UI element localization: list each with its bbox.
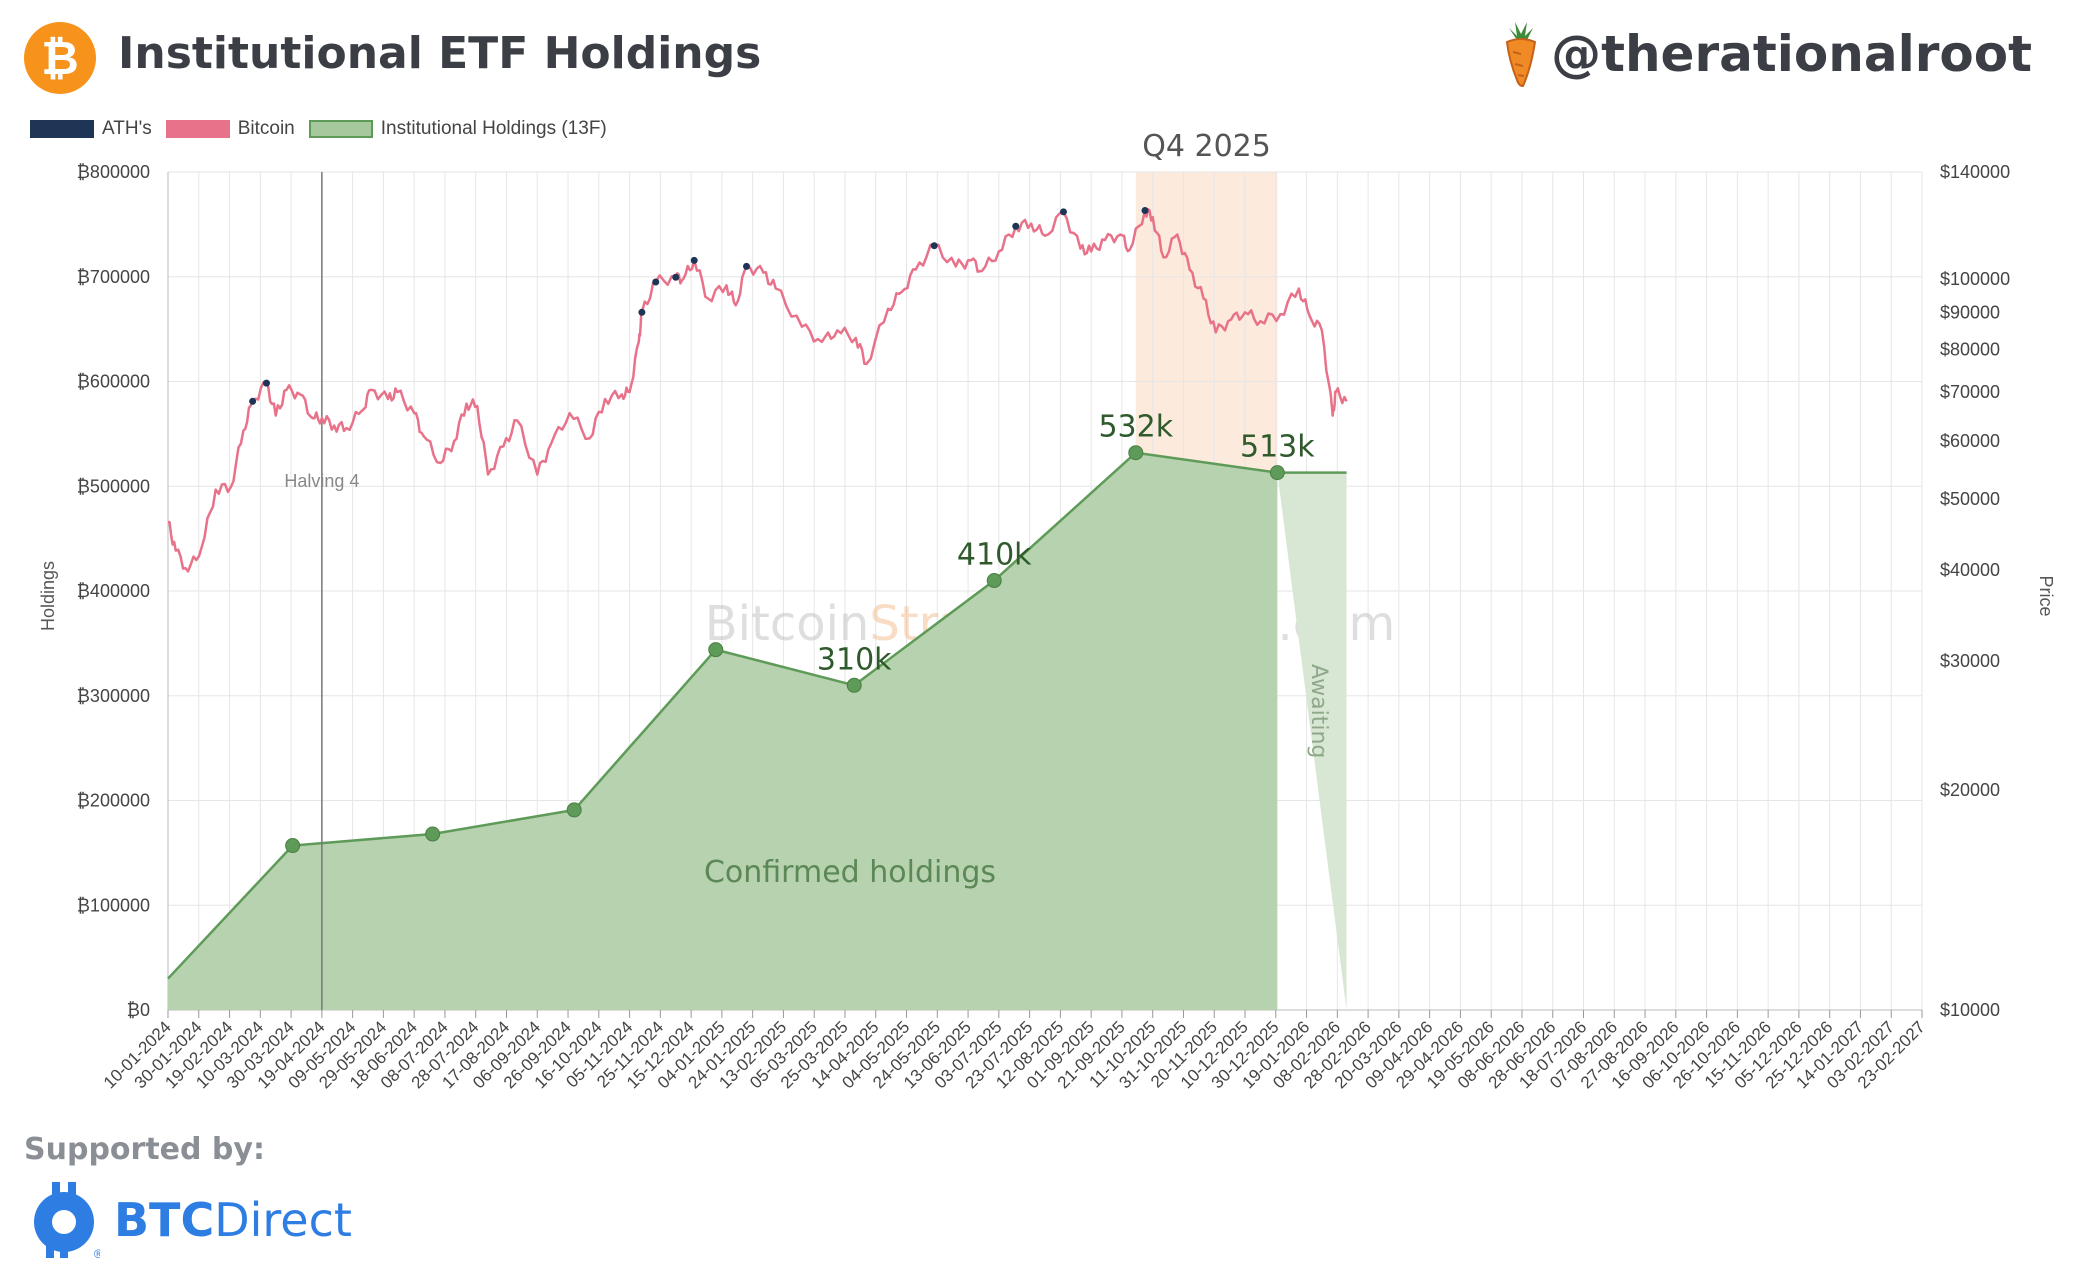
ath-marker — [1059, 208, 1067, 216]
holdings-point — [425, 826, 441, 842]
ath-marker — [930, 242, 938, 250]
etf-holdings-chart: BitcoinStrategyPlatform.com Halving 4 31… — [38, 129, 2056, 1092]
confirmed-holdings-label: Confirmed holdings — [704, 855, 996, 890]
ath-marker — [262, 379, 270, 387]
confirmed-holdings-area — [168, 452, 1278, 1011]
author-handle-group: @therationalroot — [1501, 20, 2032, 88]
bitcoin-price-line — [167, 208, 1348, 573]
y-right-tick-label: $140000 — [1940, 162, 2010, 182]
holdings-point — [566, 802, 582, 818]
y-right-tick-label: $90000 — [1940, 302, 2000, 322]
holdings-point — [1269, 465, 1285, 481]
y-left-tick-label: ₿800000 — [77, 162, 150, 182]
ath-marker — [672, 273, 680, 281]
holdings-point — [986, 573, 1002, 589]
halving-label: Halving 4 — [284, 471, 359, 491]
ath-marker — [1012, 222, 1020, 230]
legend-swatch-ath — [30, 120, 94, 138]
svg-text:®: ® — [94, 1247, 100, 1260]
y-axis-left-ticks: ₿800000 ₿700000 ₿600000 ₿500000 ₿400000 ₿3000… — [77, 162, 150, 1020]
legend-label-bitcoin: Bitcoin — [237, 118, 295, 139]
legend-label-holdings: Institutional Holdings (13F) — [380, 118, 607, 139]
y-right-tick-label: $60000 — [1940, 431, 2000, 451]
carrot-icon — [1505, 22, 1537, 88]
legend-item-ath[interactable]: ATH's — [30, 118, 152, 140]
y-right-tick-label: $20000 — [1940, 780, 2000, 800]
y-right-tick-label: $10000 — [1940, 1000, 2000, 1020]
holdings-value-label: 532k — [1098, 410, 1173, 445]
holdings-point — [708, 642, 724, 658]
page-title: Institutional ETF Holdings — [118, 28, 762, 79]
btc-direct-logo-icon: ® — [34, 1182, 100, 1260]
ath-markers — [249, 207, 1149, 405]
y-left-tick-label: ₿500000 — [77, 476, 150, 496]
y-left-tick-label: ₿700000 — [77, 267, 150, 287]
y-right-tick-label: $30000 — [1940, 651, 2000, 671]
holdings-point — [1128, 445, 1144, 461]
legend-label-ath: ATH's — [102, 118, 152, 139]
y-right-tick-label: $40000 — [1940, 560, 2000, 580]
legend-swatch-bitcoin — [165, 120, 230, 138]
sponsor-name: BTCDirect — [114, 1193, 352, 1247]
holdings-value-label: 410k — [957, 538, 1032, 573]
holdings-point — [846, 677, 862, 693]
ath-marker — [743, 262, 751, 270]
y-left-tick-label: ₿600000 — [77, 372, 150, 392]
header: ₿ Institutional ETF Holdings @therationa… — [0, 0, 2080, 118]
sponsor-logo[interactable]: ® BTCDirect — [28, 1180, 352, 1260]
author-handle: @therationalroot — [1551, 25, 2032, 83]
ath-marker — [652, 278, 660, 286]
y-right-tick-label: $70000 — [1940, 382, 2000, 402]
y-axis-right-title: Price — [2036, 575, 2056, 616]
holdings-point — [285, 838, 301, 854]
legend-item-bitcoin[interactable]: Bitcoin — [165, 118, 295, 140]
ath-marker — [638, 308, 646, 316]
chart-legend: ATH's Bitcoin Institutional Holdings (13… — [30, 118, 621, 140]
y-right-tick-label: $50000 — [1940, 489, 2000, 509]
holdings-value-label: 513k — [1240, 430, 1315, 465]
ath-marker — [249, 397, 257, 405]
bitcoin-logo-icon: ₿ — [24, 22, 96, 94]
y-left-tick-label: ₿100000 — [77, 895, 150, 915]
y-left-tick-label: ₿400000 — [77, 581, 150, 601]
supported-by-label: Supported by: — [24, 1132, 265, 1167]
y-left-tick-label: ₿0 — [127, 1000, 150, 1020]
y-axis-right-ticks: $140000 $100000 $90000 $80000 $70000 $60000 $5… — [1940, 162, 2010, 1020]
awaiting-projection-area — [1277, 472, 1347, 1010]
legend-swatch-holdings — [308, 120, 373, 138]
legend-item-holdings[interactable]: Institutional Holdings (13F) — [308, 118, 607, 140]
y-right-tick-label: $100000 — [1940, 269, 2010, 289]
y-left-tick-label: ₿300000 — [77, 686, 150, 706]
y-right-tick-label: $80000 — [1940, 340, 2000, 360]
ath-marker — [1141, 207, 1149, 215]
x-axis-ticks: 10-01-202430-01-202419-02-202410-03-2024… — [100, 1010, 1929, 1092]
awaiting-label: Awaiting — [1306, 664, 1331, 758]
holdings-point-labels: 310k 410k 532k 513k — [817, 410, 1315, 678]
holdings-value-label: 310k — [817, 642, 892, 677]
y-axis-left-title: Holdings — [38, 561, 58, 631]
q4-2025-label: Q4 2025 — [1142, 129, 1271, 164]
y-left-tick-label: ₿200000 — [77, 791, 150, 811]
holdings-points — [285, 445, 1347, 854]
ath-marker — [690, 256, 698, 264]
